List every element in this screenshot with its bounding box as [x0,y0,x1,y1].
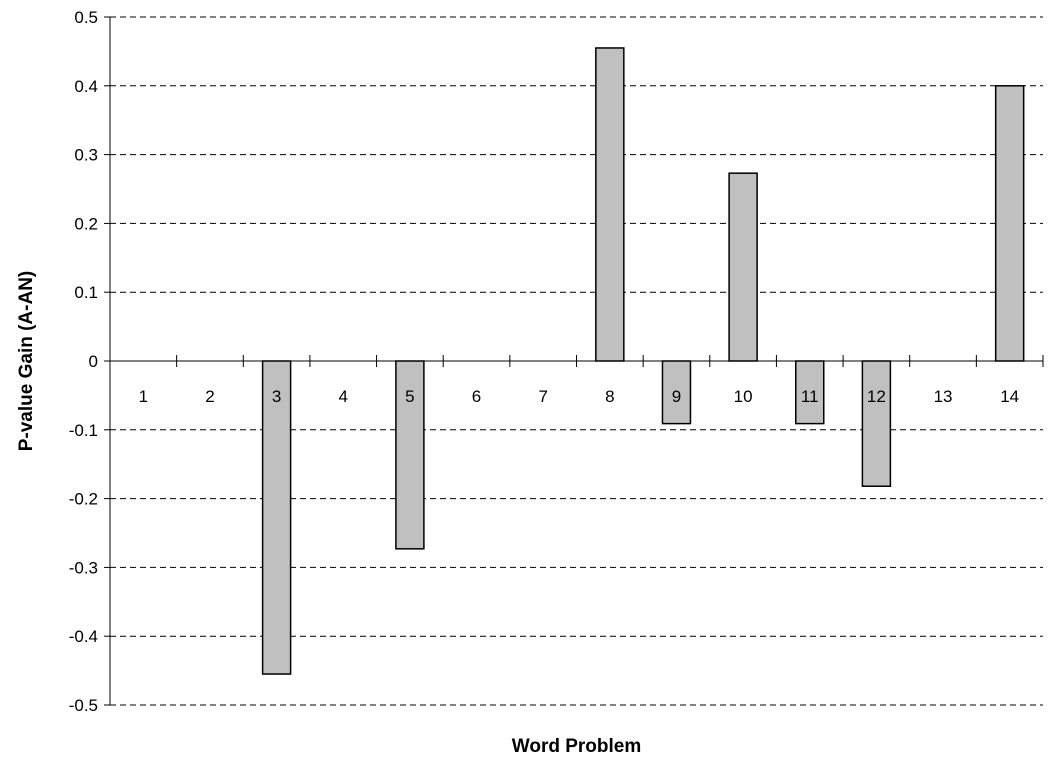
x-tick-label: 13 [934,387,953,406]
bar-8 [595,47,625,362]
y-tick-label: 0 [89,352,98,371]
y-tick-label: -0.1 [69,421,98,440]
y-tick-label: -0.5 [69,696,98,715]
bars [261,47,1025,675]
bar-11 [795,360,825,425]
bar-14 [994,85,1025,362]
x-tick-label: 11 [801,387,819,406]
bar-3 [261,360,292,675]
x-tick-labels: 1 2 3 4 5 6 7 8 9 10 11 12 13 14 [139,387,1020,406]
y-tick-label: 0.2 [74,214,98,233]
x-tick-label: 9 [672,387,681,406]
x-tick-label: 10 [734,387,753,406]
x-tick-label: 12 [867,387,886,406]
y-tick-label: 0.1 [74,283,98,302]
x-axis-title: Word Problem [512,736,642,757]
y-tick-labels: 0.5 0.4 0.3 0.2 0.1 0 -0.1 -0.2 -0.3 -0.4 -0.5 [69,8,110,715]
y-tick-label: -0.3 [69,558,98,577]
bar-9 [661,360,692,425]
x-tick-label: 6 [472,387,481,406]
y-tick-label: 0.4 [74,77,98,96]
x-tick-label: 5 [405,387,414,406]
axes [109,17,1044,705]
y-tick-label: -0.4 [69,627,98,646]
y-axis-title: P-value Gain (A-AN) [16,271,37,452]
x-tick-label: 1 [139,387,148,406]
x-tick-label: 4 [339,387,348,406]
x-tick-label: 7 [538,387,547,406]
x-tick-label: 3 [272,387,281,406]
y-tick-label: 0.3 [74,146,98,165]
x-tick-label: 8 [605,387,614,406]
bar-12 [861,360,892,487]
x-tick-label: 14 [1000,387,1019,406]
y-tick-label: 0.5 [74,8,98,27]
x-tick-label: 2 [205,387,214,406]
bar-5 [395,360,425,550]
y-tick-label: -0.2 [69,490,98,509]
bar-10 [728,172,758,362]
